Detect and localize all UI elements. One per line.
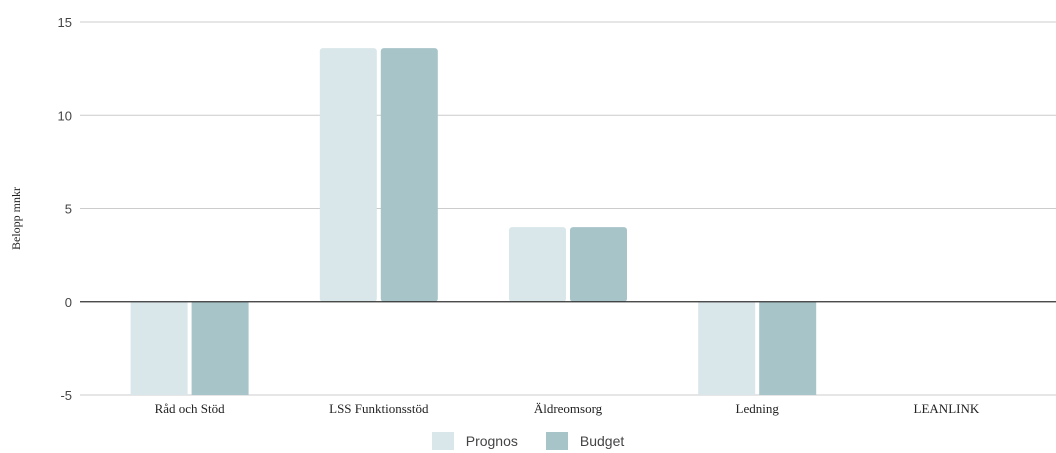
legend-item-prognos[interactable]: Prognos	[431, 432, 518, 450]
y-tick-label: 10	[58, 108, 72, 123]
x-category-label: LEANLINK	[914, 401, 980, 416]
y-tick-label: 15	[58, 15, 72, 30]
bar-prognos-0[interactable]	[130, 301, 188, 395]
legend-label-prognos: Prognos	[465, 433, 518, 449]
bar-budget-1[interactable]	[380, 48, 438, 302]
legend-swatch-budget	[545, 432, 568, 450]
bar-budget-3[interactable]	[759, 301, 817, 395]
x-axis-categories: Råd och Stöd LSS Funktionsstöd Äldreomsorg…	[155, 401, 980, 416]
gridlines	[80, 21, 1056, 396]
bar-prognos-3[interactable]	[698, 301, 756, 395]
y-tick-label: 0	[65, 295, 72, 310]
bars	[130, 48, 817, 395]
y-tick-label: 5	[65, 202, 72, 217]
legend-label-budget: Budget	[579, 433, 625, 449]
y-axis-label: Belopp mnkr	[9, 187, 23, 250]
bar-budget-0[interactable]	[191, 301, 249, 395]
bar-budget-2[interactable]	[570, 227, 627, 302]
x-category-label: Ledning	[736, 401, 780, 416]
legend-swatch-prognos	[431, 432, 454, 450]
x-category-label: Äldreomsorg	[534, 401, 603, 416]
legend: Prognos Budget	[0, 432, 1056, 450]
y-tick-label: -5	[60, 388, 72, 403]
bar-prognos-1[interactable]	[319, 48, 377, 302]
bar-prognos-2[interactable]	[509, 227, 566, 302]
bar-chart: -5 0 5 10 15 Råd och Stöd LSS Funktionsstöd Äl…	[9, 15, 1056, 416]
legend-item-budget[interactable]: Budget	[545, 432, 625, 450]
x-category-label: Råd och Stöd	[155, 401, 226, 416]
x-category-label: LSS Funktionsstöd	[329, 401, 429, 416]
y-axis-ticks: -5 0 5 10 15	[58, 15, 72, 403]
